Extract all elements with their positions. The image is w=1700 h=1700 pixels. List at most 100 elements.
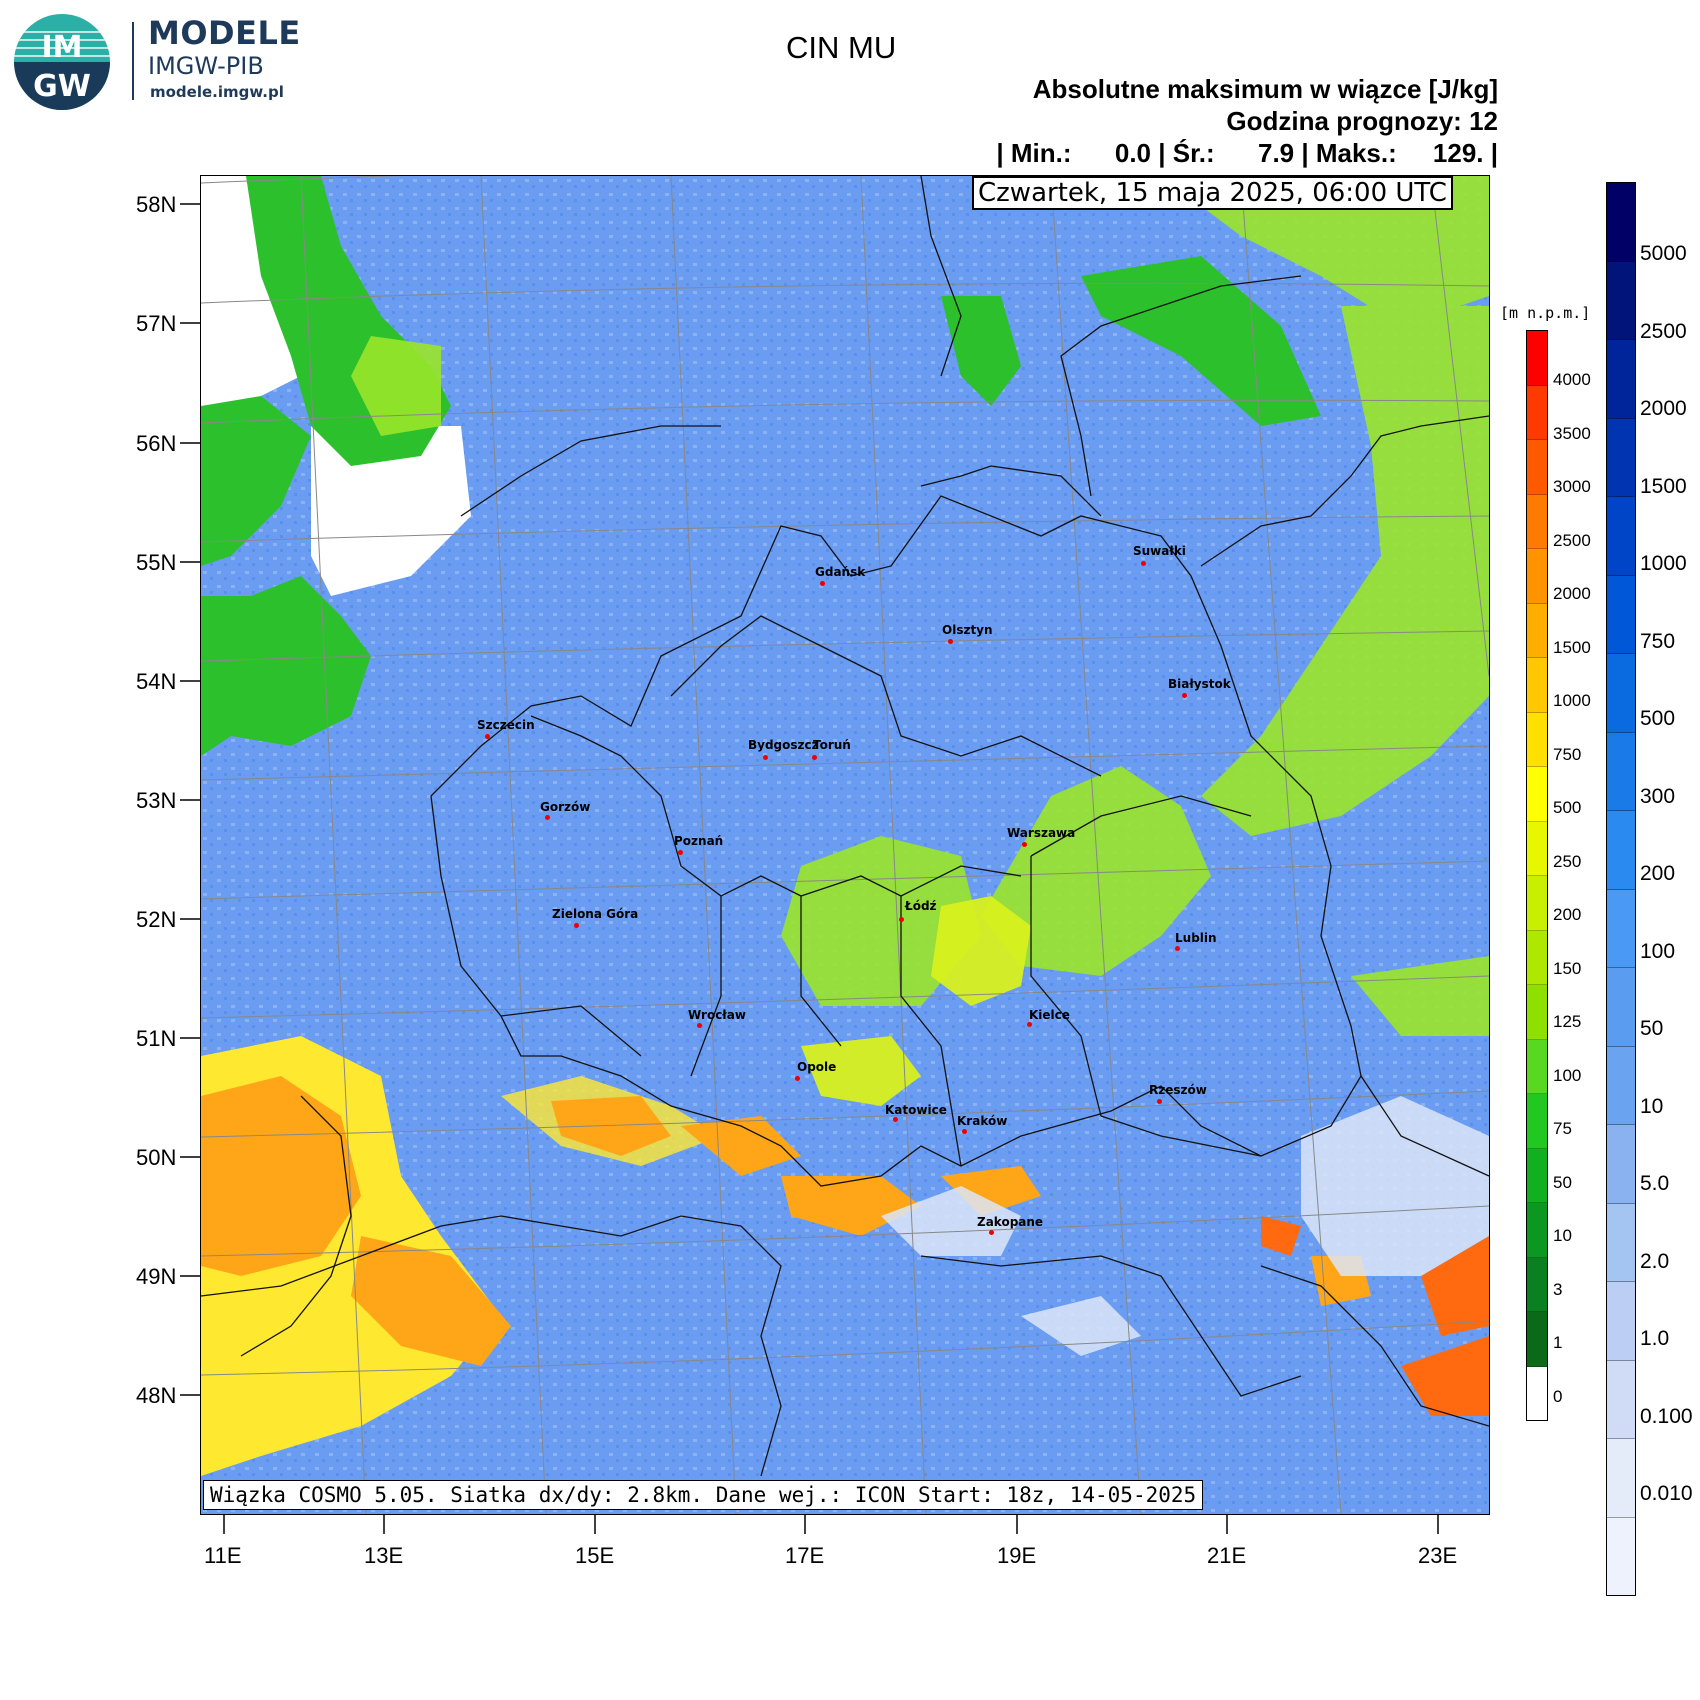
cin-colorbar-segment: [1607, 1360, 1635, 1439]
logo-badge-top-text: IM: [41, 30, 82, 65]
terrain-colorbar-segment: [1527, 1366, 1547, 1420]
cin-colorbar-label: 300: [1640, 784, 1676, 808]
lat-label: 54N: [136, 669, 177, 694]
city-dot: [795, 1076, 800, 1081]
cin-colorbar-label: 0.010: [1640, 1482, 1693, 1505]
terrain-colorbar: [1526, 330, 1548, 1421]
cin-colorbar-segment: [1607, 497, 1635, 576]
cin-colorbar-label: 2.0: [1640, 1249, 1670, 1273]
terrain-colorbar-label: 1: [1553, 1333, 1563, 1352]
city-dot: [1182, 693, 1187, 698]
cin-colorbar-label: 750: [1640, 629, 1676, 653]
model-info-footer: Wiązka COSMO 5.05. Siatka dx/dy: 2.8km. …: [203, 1480, 1204, 1510]
city-label: Bydgoszcz: [748, 738, 819, 752]
terrain-colorbar-segment: [1527, 876, 1547, 931]
imgw-logo: IM GW: [12, 12, 112, 112]
terrain-colorbar-segment: [1527, 985, 1547, 1040]
terrain-colorbar-label: 50: [1553, 1172, 1572, 1192]
city-label: Gdańsk: [815, 565, 866, 579]
lat-label: 48N: [136, 1383, 177, 1408]
terrain-colorbar-label: 500: [1553, 798, 1582, 817]
city-label: Gorzów: [540, 800, 591, 814]
logo-url[interactable]: modele.imgw.pl: [150, 83, 284, 101]
city-label: Olsztyn: [942, 623, 993, 637]
lat-label: 57N: [136, 311, 177, 336]
terrain-colorbar-segment: [1527, 658, 1547, 713]
cin-colorbar-label: 200: [1640, 862, 1676, 885]
city-label: Zakopane: [977, 1215, 1044, 1229]
lon-label: 15E: [575, 1543, 615, 1568]
city-dot: [962, 1129, 967, 1134]
cin-colorbar-segment: [1607, 261, 1635, 340]
terrain-colorbar-label: 4000: [1553, 370, 1591, 389]
cin-colorbar-segment: [1607, 1517, 1635, 1595]
lon-label: 21E: [1207, 1543, 1247, 1568]
cin-colorbar-segment: [1607, 183, 1635, 262]
cin-map: [201, 176, 1489, 1514]
lat-label: 52N: [136, 907, 177, 932]
terrain-colorbar-label: 1500: [1553, 637, 1591, 657]
cin-colorbar-segment: [1607, 340, 1635, 419]
lat-label: 55N: [136, 550, 177, 575]
cin-colorbar-segment: [1607, 418, 1635, 497]
terrain-colorbar-label: 750: [1553, 744, 1582, 764]
city-label: Lublin: [1175, 931, 1217, 945]
cin-colorbar-segment: [1607, 811, 1635, 890]
terrain-colorbar-segment: [1527, 549, 1547, 604]
cin-colorbar-label: 2500: [1640, 319, 1687, 343]
city-dot: [1157, 1099, 1162, 1104]
city-dot: [989, 1230, 994, 1235]
terrain-colorbar-segment: [1527, 712, 1547, 767]
cin-colorbar-label: 2000: [1640, 397, 1687, 420]
terrain-scale-unit: [m n.p.m.]: [1500, 304, 1591, 322]
cin-field-yellow-green: [801, 896, 1031, 1106]
cin-colorbar-label: 5.0: [1640, 1172, 1670, 1195]
terrain-colorbar-segment: [1527, 1094, 1547, 1149]
lat-label: 56N: [136, 431, 177, 456]
city-dot: [485, 734, 490, 739]
terrain-colorbar-segment: [1527, 603, 1547, 658]
city-dot: [1175, 946, 1180, 951]
city-dot: [545, 815, 550, 820]
city-label: Poznań: [674, 834, 724, 848]
terrain-colorbar-segment: [1527, 385, 1547, 440]
terrain-colorbar-segment: [1527, 767, 1547, 822]
terrain-colorbar-label: 2000: [1553, 584, 1591, 603]
terrain-colorbar-segment: [1527, 1257, 1547, 1312]
city-dot: [678, 850, 683, 855]
terrain-colorbar-segment: [1527, 1203, 1547, 1258]
city-dot: [763, 755, 768, 760]
terrain-colorbar-label: 10: [1553, 1226, 1572, 1245]
city-dot: [574, 923, 579, 928]
city-label: Warszawa: [1007, 826, 1076, 840]
city-dot: [899, 917, 904, 922]
logo-divider: [132, 22, 134, 100]
cin-colorbar-segment: [1607, 968, 1635, 1047]
city-label: Suwałki: [1133, 544, 1186, 558]
cin-field-orange: [201, 1076, 1371, 1366]
boundaries: [201, 176, 1489, 1477]
terrain-colorbar-segment: [1527, 1312, 1547, 1367]
cin-colorbar-label: 10: [1640, 1094, 1664, 1118]
cin-colorbar: [1606, 182, 1636, 1596]
city-dot: [1022, 842, 1027, 847]
city-label: Kraków: [957, 1114, 1008, 1128]
city-label: Zielona Góra: [552, 907, 639, 921]
cin-colorbar-label: 5000: [1640, 242, 1687, 265]
city-dot: [893, 1117, 898, 1122]
header-stats: | Min.: 0.0 | Śr.: 7.9 | Maks.: 129. |: [996, 138, 1498, 168]
lat-label: 58N: [136, 192, 177, 217]
terrain-colorbar-segment: [1527, 1039, 1547, 1094]
lat-label: 49N: [136, 1264, 177, 1289]
cin-colorbar-segment: [1607, 889, 1635, 968]
cin-colorbar-label: 1500: [1640, 474, 1687, 498]
terrain-colorbar-segment: [1527, 440, 1547, 495]
terrain-colorbar-segment: [1527, 930, 1547, 985]
lon-label: 17E: [785, 1543, 825, 1568]
city-dot: [812, 755, 817, 760]
lat-label: 50N: [136, 1145, 177, 1170]
lat-label: 51N: [136, 1026, 177, 1051]
city-label: Katowice: [885, 1103, 947, 1117]
header-forecast-hour: Godzina prognozy: 12: [1226, 106, 1498, 136]
cin-colorbar-segment: [1607, 1439, 1635, 1518]
